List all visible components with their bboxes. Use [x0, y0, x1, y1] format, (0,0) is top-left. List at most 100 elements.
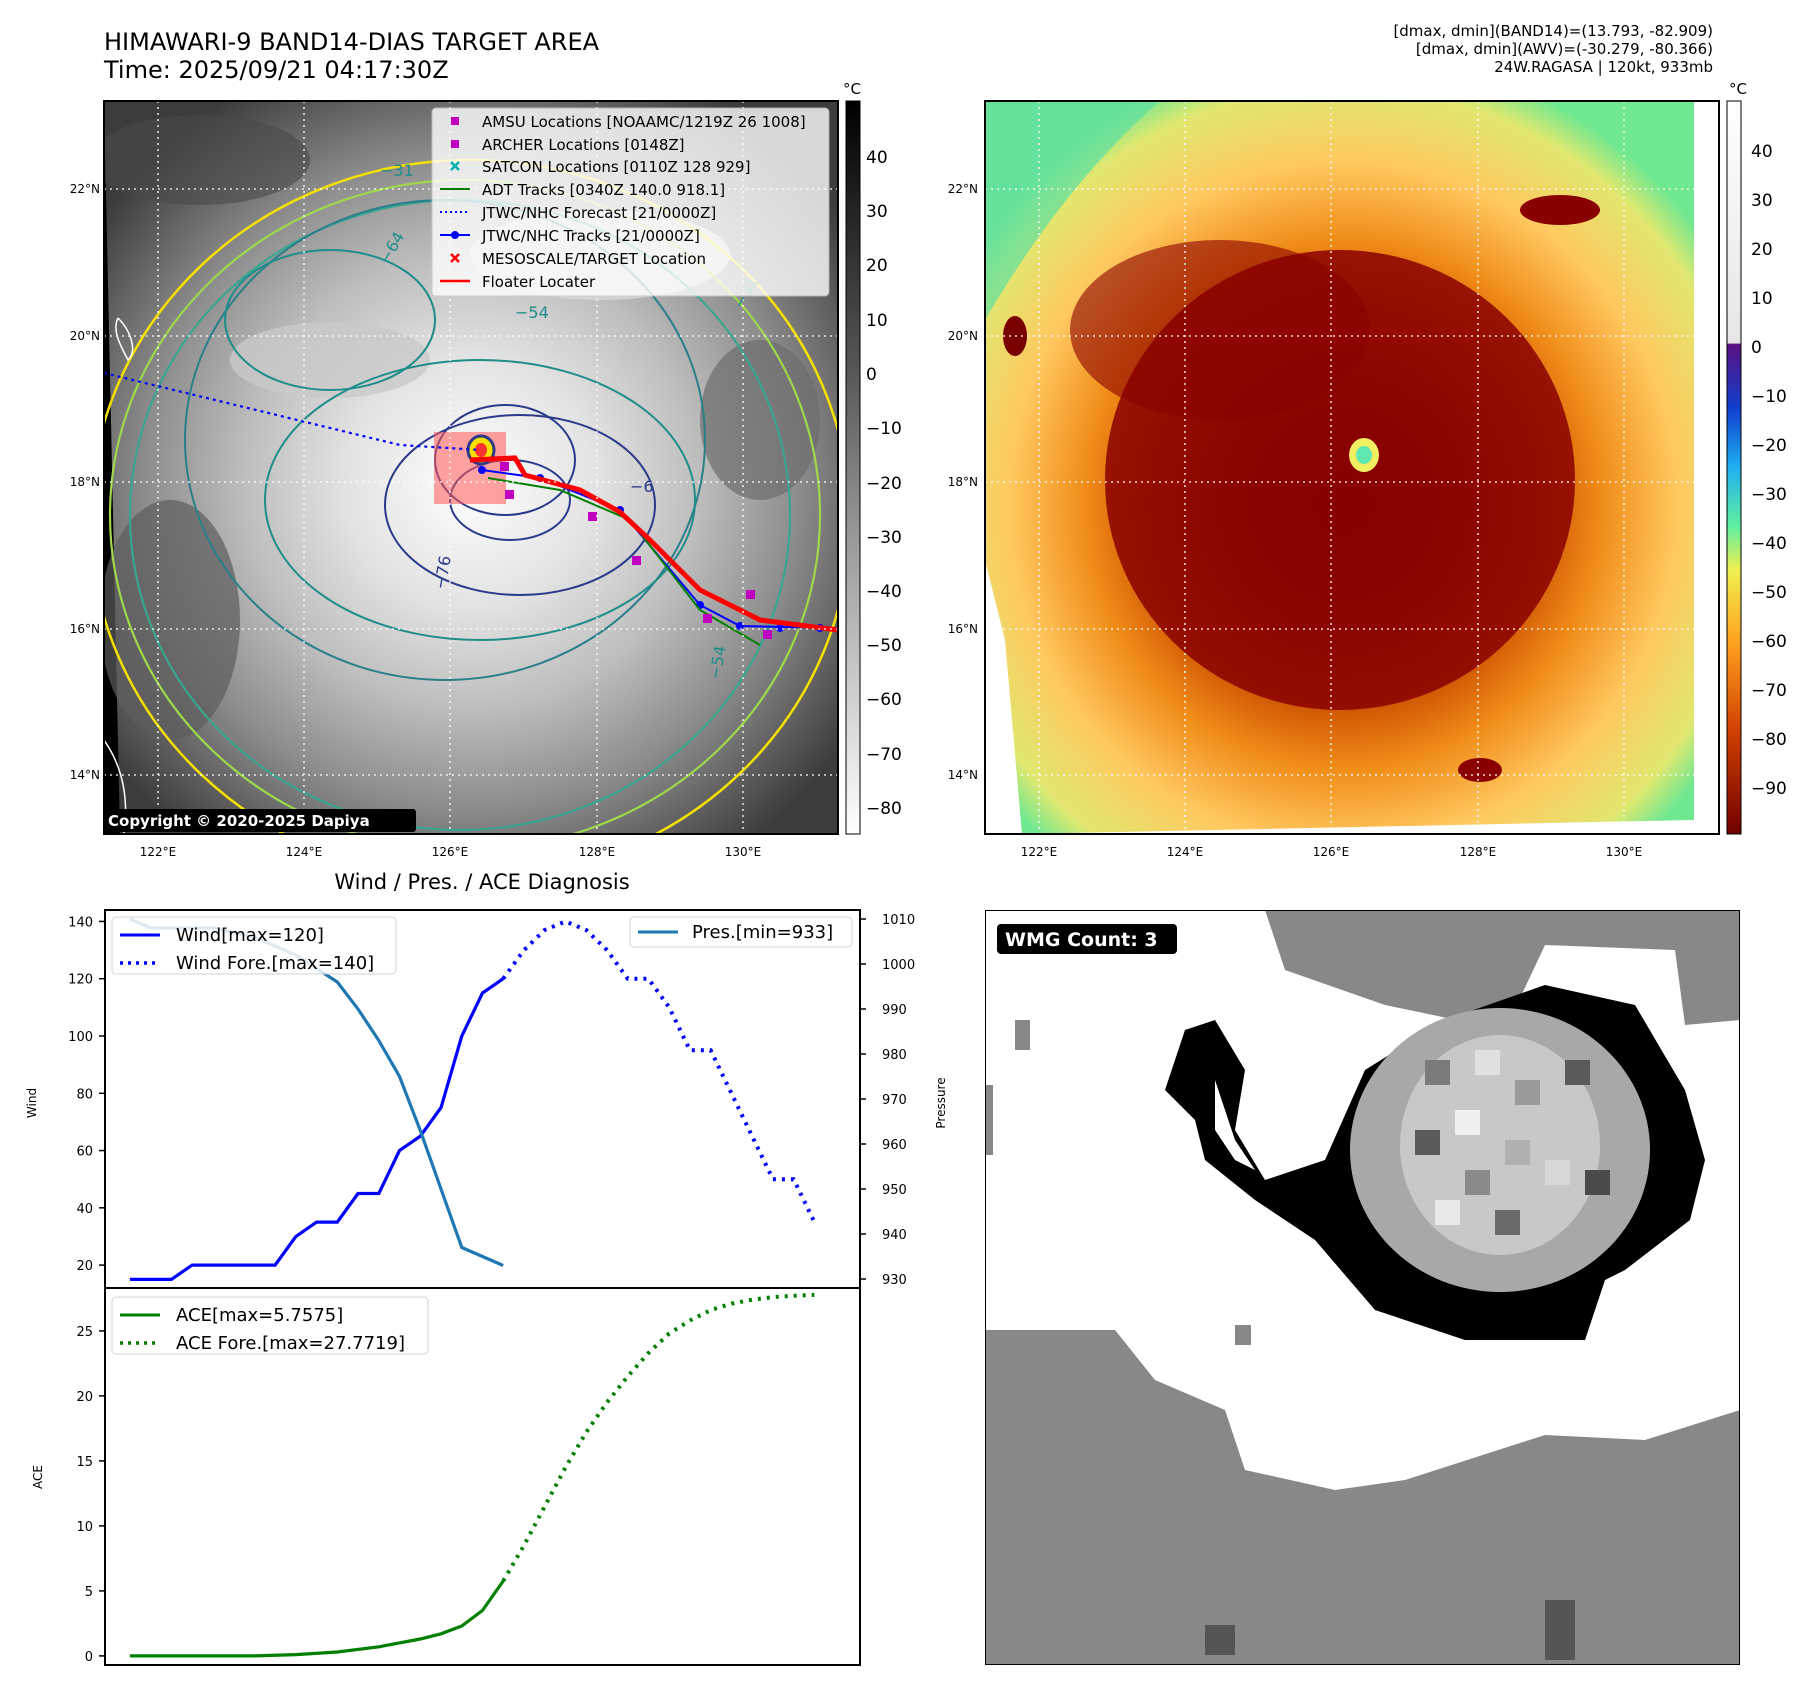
dry-band: [1070, 240, 1370, 420]
y2-tick-label: 980: [882, 1048, 907, 1063]
y-tick-label: 60: [76, 1145, 93, 1160]
wind-axis-label: Wind: [25, 1088, 39, 1118]
contour-label: −54: [515, 303, 549, 322]
wmg-gray-region: [1265, 910, 1740, 1030]
cb-tick: −80: [866, 799, 902, 819]
cb-tick: −20: [866, 474, 902, 494]
legend-pres-label: Pres.[min=933]: [692, 922, 833, 943]
no-data-edge: [985, 560, 1022, 834]
ir-colorbar: [845, 100, 861, 835]
cb-tick: 30: [866, 202, 888, 222]
y2-tick-label: 950: [882, 1183, 907, 1198]
legend-amsu-marker: [451, 117, 459, 125]
y-tick-label: 5: [85, 1585, 93, 1600]
legend-mesoscale-marker: [450, 253, 460, 263]
wmg-dark-cell: [1205, 1625, 1235, 1655]
wmg-panel: WMG Count: 3: [985, 910, 1740, 1665]
cb-tick: 40: [1751, 142, 1773, 162]
cb-tick: −90: [1751, 779, 1787, 799]
no-data-edge: [1694, 101, 1719, 834]
cb-tick: 10: [866, 311, 888, 331]
lon-label: 128°E: [1460, 845, 1497, 859]
awv-map-panel: 22°N 20°N 18°N 16°N 14°N 122°E 124°E 126…: [948, 80, 1787, 859]
cloud-band: [230, 322, 430, 398]
wmg-dark-cell: [1545, 1600, 1575, 1660]
ir-colorbar-ticks: 40 30 20 10 0 −10 −20 −30 −40 −50 −60 −7…: [866, 148, 902, 819]
wmg-core-cells: [1415, 1050, 1610, 1235]
chart-title: Wind / Pres. / ACE Diagnosis: [334, 870, 629, 894]
stats-line-3: 24W.RAGASA | 120kt, 933mb: [1494, 58, 1713, 76]
lon-label: 130°E: [725, 845, 762, 859]
y-tick-label: 40: [76, 1202, 93, 1217]
legend-label-tracks: JTWC/NHC Tracks [21/0000Z]: [481, 227, 700, 245]
lat-label: 18°N: [948, 475, 978, 489]
y-tick-label: 140: [68, 915, 93, 930]
y-tick-label: 80: [76, 1087, 93, 1102]
ir-map-panel: −31 −54 −64 −76 −6 −54 −31 AMSU Location…: [70, 80, 902, 859]
coastline: [115, 317, 134, 362]
cloud-band: [104, 115, 310, 205]
lon-label: 126°E: [432, 845, 469, 859]
awv-gridlines: [985, 101, 1719, 834]
pres-legend-box: [629, 916, 853, 948]
cb-tick: −60: [1751, 632, 1787, 652]
y2-tick-label: 1010: [882, 913, 915, 928]
y-tick-label: 0: [85, 1650, 93, 1665]
cb-tick: −20: [1751, 436, 1787, 456]
amsu-archer-points: [500, 462, 772, 639]
y-tick-label: 25: [76, 1325, 93, 1340]
y-tick-label: 20: [76, 1390, 93, 1405]
cb-tick: 30: [1751, 191, 1773, 211]
legend-satcon-marker: [450, 161, 460, 171]
figure-stats: [dmax, dmin](BAND14)=(13.793, -82.909) […: [1393, 22, 1713, 76]
figure-title: HIMAWARI-9 BAND14-DIAS TARGET AREA Time:…: [104, 28, 599, 84]
y-tick-label: 20: [76, 1259, 93, 1274]
contour-76: [384, 414, 656, 596]
legend-label-archer: ARCHER Locations [0148Z]: [482, 136, 685, 154]
cb-tick: 10: [1751, 289, 1773, 309]
ace-chart: ACE 0 5 10 15 20 25 ACE[max=5.7575] ACE Fore.…: [31, 1288, 861, 1666]
lat-label: 22°N: [948, 182, 978, 196]
legend-tracks-dot: [451, 231, 459, 239]
lat-label: 14°N: [70, 768, 100, 782]
wmg-gray-cell: [985, 1085, 993, 1155]
cb-tick: 20: [866, 256, 888, 276]
ir-colorbar-unit: °C: [843, 80, 861, 98]
cb-tick: −60: [866, 690, 902, 710]
legend-label-amsu: AMSU Locations [NOAAMC/1219Z 26 1008]: [482, 113, 806, 131]
legend-ace-label: ACE[max=5.7575]: [176, 1305, 343, 1326]
cb-tick: −30: [866, 528, 902, 548]
cb-tick: −40: [866, 582, 902, 602]
dry-spot: [1520, 195, 1600, 225]
wind-pressure-chart: Wind / Pres. / ACE Diagnosis Wind Pressu…: [25, 870, 948, 1289]
wmg-gray-cell: [1015, 1020, 1030, 1050]
y-tick-label: 10: [76, 1520, 93, 1535]
cb-tick: −10: [1751, 387, 1787, 407]
jtwc-forecast-track: [104, 371, 481, 452]
lat-label: 18°N: [70, 475, 100, 489]
lon-label: 122°E: [140, 845, 177, 859]
awv-colorbar-unit: °C: [1729, 80, 1747, 98]
contour-64: [224, 249, 436, 391]
lon-label: 126°E: [1313, 845, 1350, 859]
ir-map-frame: [103, 100, 839, 835]
ace-legend-box: [111, 1296, 429, 1355]
cb-tick: −50: [1751, 583, 1787, 603]
y-tick-label: 120: [68, 973, 93, 988]
lon-label: 128°E: [579, 845, 616, 859]
title-line-1: HIMAWARI-9 BAND14-DIAS TARGET AREA: [104, 28, 600, 56]
lon-label: 124°E: [286, 845, 323, 859]
legend-label-adt: ADT Tracks [0340Z 140.0 918.1]: [482, 181, 725, 199]
title-line-2: Time: 2025/09/21 04:17:30Z: [104, 56, 449, 84]
lat-label: 20°N: [70, 329, 100, 343]
lon-label: 130°E: [1606, 845, 1643, 859]
cb-tick: −10: [866, 419, 902, 439]
cloud-band: [104, 500, 240, 740]
contour-label: −6: [630, 477, 654, 496]
contour-54: [264, 359, 696, 641]
pressure-axis-label: Pressure: [934, 1077, 948, 1128]
lat-label: 14°N: [948, 768, 978, 782]
lat-label: 22°N: [70, 182, 100, 196]
lat-label: 20°N: [948, 329, 978, 343]
moist-region: [985, 101, 1160, 320]
